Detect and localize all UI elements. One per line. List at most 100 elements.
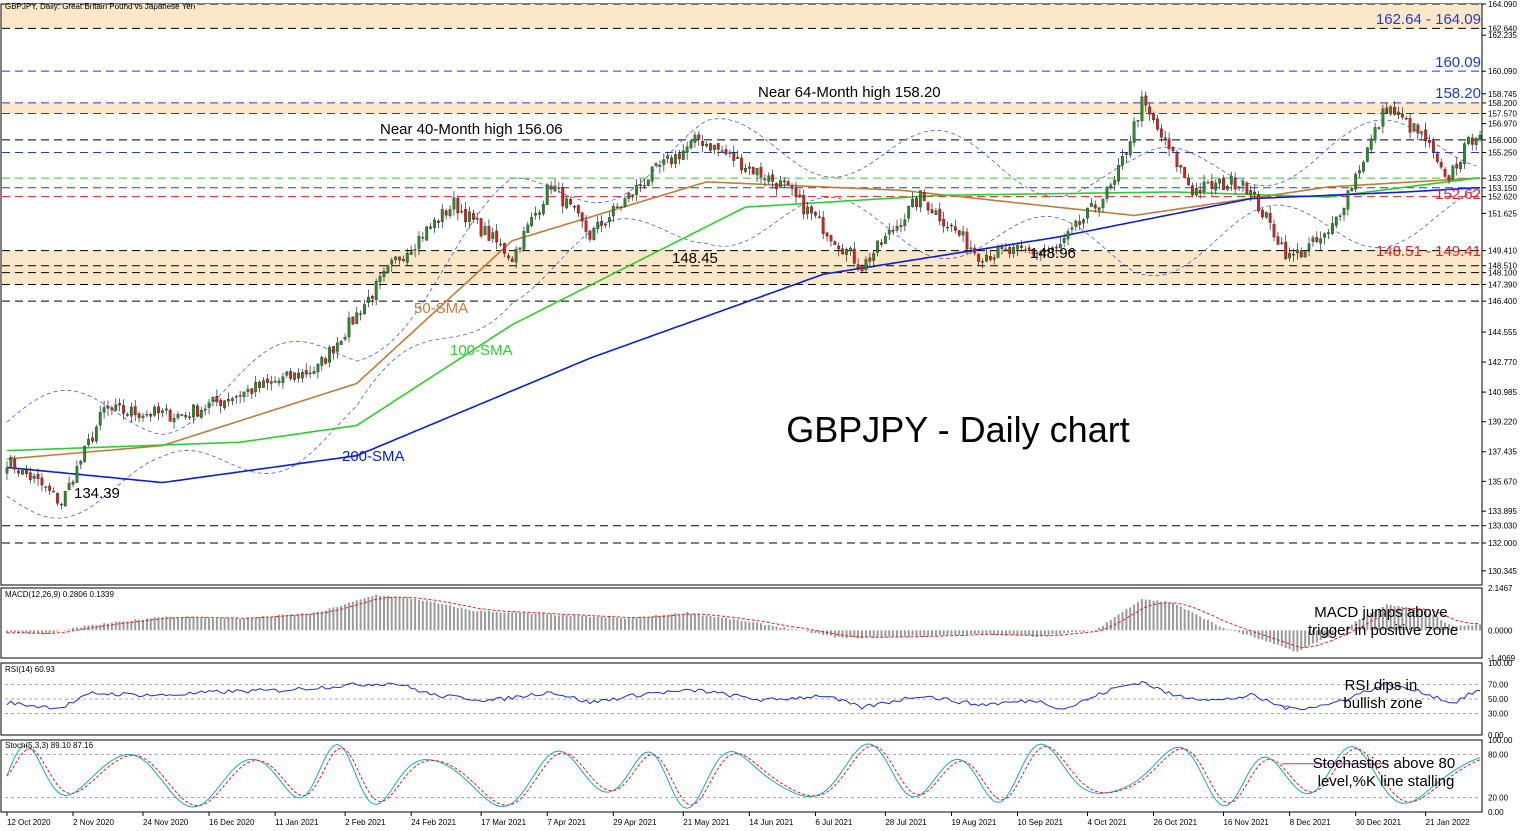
candle-body-379: [1478, 134, 1482, 140]
candle-body-173: [677, 153, 681, 160]
candle-body-327: [1276, 236, 1280, 245]
candle-body-159: [623, 198, 627, 207]
candle-body-185: [724, 149, 728, 155]
candle-body-39: [157, 406, 160, 414]
candle-body-190: [744, 167, 747, 172]
candle-body-293: [1144, 95, 1148, 106]
candle-body-122: [479, 218, 483, 237]
macd-annotation-line-1: MACD jumps above: [1314, 604, 1447, 621]
candle-body-60: [238, 395, 242, 397]
candle-body-323: [1260, 209, 1264, 218]
candle-body-124: [487, 225, 491, 241]
candle-body-127: [499, 243, 502, 246]
candle-body-227: [887, 229, 891, 235]
x-tick-label-21: 21 Jan 2022: [1426, 818, 1471, 827]
candle-body-89: [351, 316, 355, 325]
candle-body-109: [429, 226, 433, 229]
candle-body-172: [674, 154, 677, 164]
candle-body-167: [654, 163, 658, 166]
candle-body-64: [254, 382, 258, 392]
candle-body-77: [304, 370, 308, 375]
candle-body-258: [1008, 247, 1012, 254]
candle-body-54: [215, 396, 219, 403]
candle-body-11: [48, 485, 52, 491]
candle-body-30: [122, 405, 125, 414]
candle-body-113: [444, 210, 448, 216]
candle-body-309: [1206, 182, 1210, 184]
candle-body-244: [953, 226, 957, 231]
candle-body-302: [1179, 164, 1183, 168]
candle-body-130: [510, 258, 514, 263]
candle-body-274: [1070, 227, 1074, 230]
x-tick-label-1: 2 Nov 2020: [73, 818, 114, 827]
candle-body-75: [297, 372, 300, 379]
candle-body-63: [250, 388, 254, 394]
candle-body-290: [1132, 121, 1136, 143]
candle-body-284: [1109, 184, 1113, 188]
candle-body-85: [335, 342, 339, 352]
candle-body-26: [106, 405, 110, 409]
candle-body-9: [40, 477, 44, 486]
sma-line-50-sma: [6, 177, 1481, 460]
stoch-annotation: Stochastics above 80 level,%K line stall…: [1313, 755, 1460, 790]
candle-body-275: [1074, 220, 1078, 227]
panel-border-0: [0, 3, 1483, 586]
candle-body-214: [837, 245, 841, 250]
candle-body-365: [1424, 129, 1428, 142]
candle-body-261: [1019, 245, 1023, 248]
y-tick-label-11: 153.150: [1488, 184, 1517, 193]
candle-body-198: [775, 183, 778, 190]
candle-body-314: [1225, 186, 1229, 190]
candle-body-304: [1187, 177, 1190, 186]
macd-signal-line: [6, 596, 1481, 648]
sma100-label: 100-SMA: [450, 342, 513, 359]
candle-body-319: [1245, 183, 1249, 195]
candle-body-5: [24, 469, 28, 475]
candle-body-220: [860, 266, 864, 272]
candle-body-123: [483, 226, 487, 236]
candle-body-349: [1362, 162, 1365, 172]
candle-body-341: [1330, 223, 1334, 234]
macd-y-label-2: -1.4069: [1488, 654, 1516, 663]
x-tick-label-2: 24 Nov 2020: [143, 818, 189, 827]
candle-body-88: [347, 317, 351, 338]
candle-body-166: [650, 166, 654, 182]
candle-body-154: [604, 223, 607, 226]
candle-body-283: [1105, 186, 1109, 199]
candle-body-182: [712, 145, 716, 150]
candle-body-301: [1175, 152, 1179, 168]
candle-body-27: [110, 407, 114, 410]
macd-annotation: MACD jumps above trigger in positive zon…: [1308, 604, 1458, 639]
candle-body-31: [126, 414, 129, 416]
candle-body-303: [1183, 167, 1187, 178]
x-tick-label-7: 17 Mar 2021: [481, 818, 526, 827]
candle-body-200: [782, 180, 786, 183]
x-tick-label-9: 29 Apr 2021: [613, 818, 657, 827]
rsi-y-label-3: 30.00: [1488, 709, 1509, 718]
candle-body-38: [153, 406, 157, 416]
candle-body-44: [176, 414, 180, 418]
candle-body-276: [1078, 221, 1082, 225]
annotation-40m-high: Near 40-Month high 156.06: [380, 121, 563, 138]
candle-body-36: [145, 414, 149, 416]
candle-body-201: [786, 181, 790, 185]
candle-body-226: [883, 236, 887, 244]
candle-body-235: [918, 190, 922, 208]
candle-body-139: [545, 184, 549, 205]
candle-body-378: [1474, 137, 1478, 145]
candle-body-202: [790, 186, 794, 189]
candle-body-343: [1338, 215, 1342, 217]
candle-body-53: [211, 397, 215, 403]
candle-body-318: [1241, 181, 1245, 186]
macd-annotation-line-2: trigger in positive zone: [1308, 622, 1458, 639]
candle-body-219: [856, 264, 860, 269]
candle-body-292: [1140, 96, 1144, 122]
candle-body-93: [367, 296, 370, 303]
candle-body-376: [1466, 137, 1470, 144]
y-tick-label-20: 142.770: [1488, 358, 1517, 367]
candle-body-207: [810, 206, 813, 214]
candle-body-47: [188, 416, 192, 418]
candle-body-148: [580, 212, 584, 222]
candle-body-213: [833, 241, 837, 245]
candle-body-48: [192, 404, 195, 418]
